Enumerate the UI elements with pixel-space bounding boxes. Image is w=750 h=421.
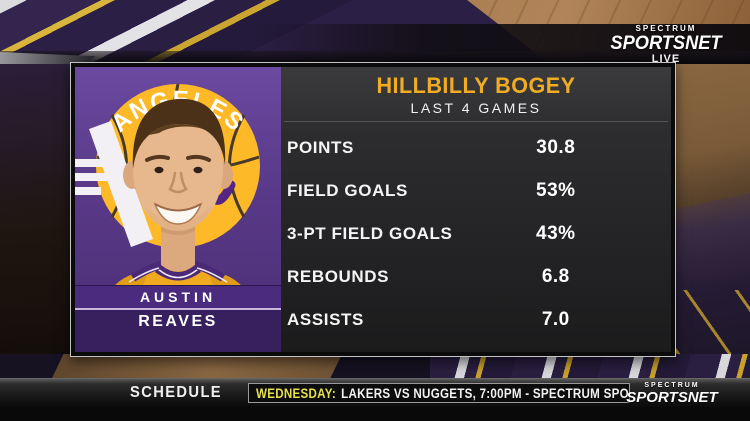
stat-row: ASSISTS 7.0 [287, 298, 671, 341]
live-badge: LIVE [651, 53, 681, 65]
panel-title: HILLBILLY BOGEY [376, 73, 576, 98]
bg-top-court [0, 0, 750, 64]
stat-value: 53% [536, 179, 576, 201]
bg-left-dark [0, 64, 72, 378]
ticker-logo-large: SPORTSNET [626, 389, 718, 406]
stat-value: 7.0 [541, 308, 570, 330]
schedule-ticker: SCHEDULE WEDNESDAY: LAKERS VS NUGGETS, 7… [0, 378, 750, 407]
stats-header: HILLBILLY BOGEY LAST 4 GAMES [281, 67, 671, 117]
panel-subtitle: LAST 4 GAMES [410, 100, 542, 116]
ticker-network-logo: SPECTRUM SPORTSNET [602, 382, 742, 405]
stat-value: 6.8 [541, 265, 570, 287]
stat-label: 3-PT FIELD GOALS [287, 223, 453, 243]
bg-dark-strip [0, 51, 750, 64]
stat-label: FIELD GOALS [287, 180, 408, 200]
stat-label: POINTS [287, 137, 354, 157]
stat-label: ASSISTS [287, 309, 364, 329]
stat-row: REBOUNDS 6.8 [287, 255, 671, 298]
stat-row: POINTS 30.8 [287, 126, 671, 169]
player-last-name: REAVES [75, 310, 281, 352]
bg-bottom-dark [0, 407, 750, 421]
stat-value: 43% [536, 222, 576, 244]
ticker-message-box: WEDNESDAY: LAKERS VS NUGGETS, 7:00PM - S… [248, 383, 630, 403]
ticker-text: LAKERS VS NUGGETS, 7:00PM - SPECTRUM SPO… [341, 385, 629, 401]
stats-panel: ANGELES [70, 62, 676, 357]
stats-area: HILLBILLY BOGEY LAST 4 GAMES POINTS 30.8… [281, 67, 671, 352]
bg-bottom-wood [52, 354, 342, 378]
stat-row: 3-PT FIELD GOALS 43% [287, 212, 671, 255]
bg-bottom-band [0, 354, 750, 378]
network-name-small: SPECTRUM [635, 24, 697, 33]
ticker-message: WEDNESDAY: LAKERS VS NUGGETS, 7:00PM - S… [256, 385, 629, 401]
stat-rows: POINTS 30.8 FIELD GOALS 53% 3-PT FIELD G… [281, 122, 671, 341]
stat-label: REBOUNDS [287, 266, 390, 286]
logo-winged-l [75, 121, 153, 247]
player-first-name: AUSTIN [75, 285, 281, 308]
network-name-large: SPORTSNET [610, 33, 722, 54]
bg-bottom-stripes [430, 354, 750, 378]
ticker-label: SCHEDULE [130, 384, 223, 401]
header-divider [284, 121, 668, 122]
network-logo: SPECTRUM SPORTSNET LIVE [598, 25, 734, 65]
stat-row: FIELD GOALS 53% [287, 169, 671, 212]
stat-value: 30.8 [536, 136, 576, 158]
ticker-day: WEDNESDAY: [256, 385, 336, 401]
player-photo: 44 [101, 98, 255, 308]
name-divider [75, 308, 281, 310]
ticker-logo-small: SPECTRUM [644, 382, 700, 389]
player-card: ANGELES [75, 67, 281, 352]
